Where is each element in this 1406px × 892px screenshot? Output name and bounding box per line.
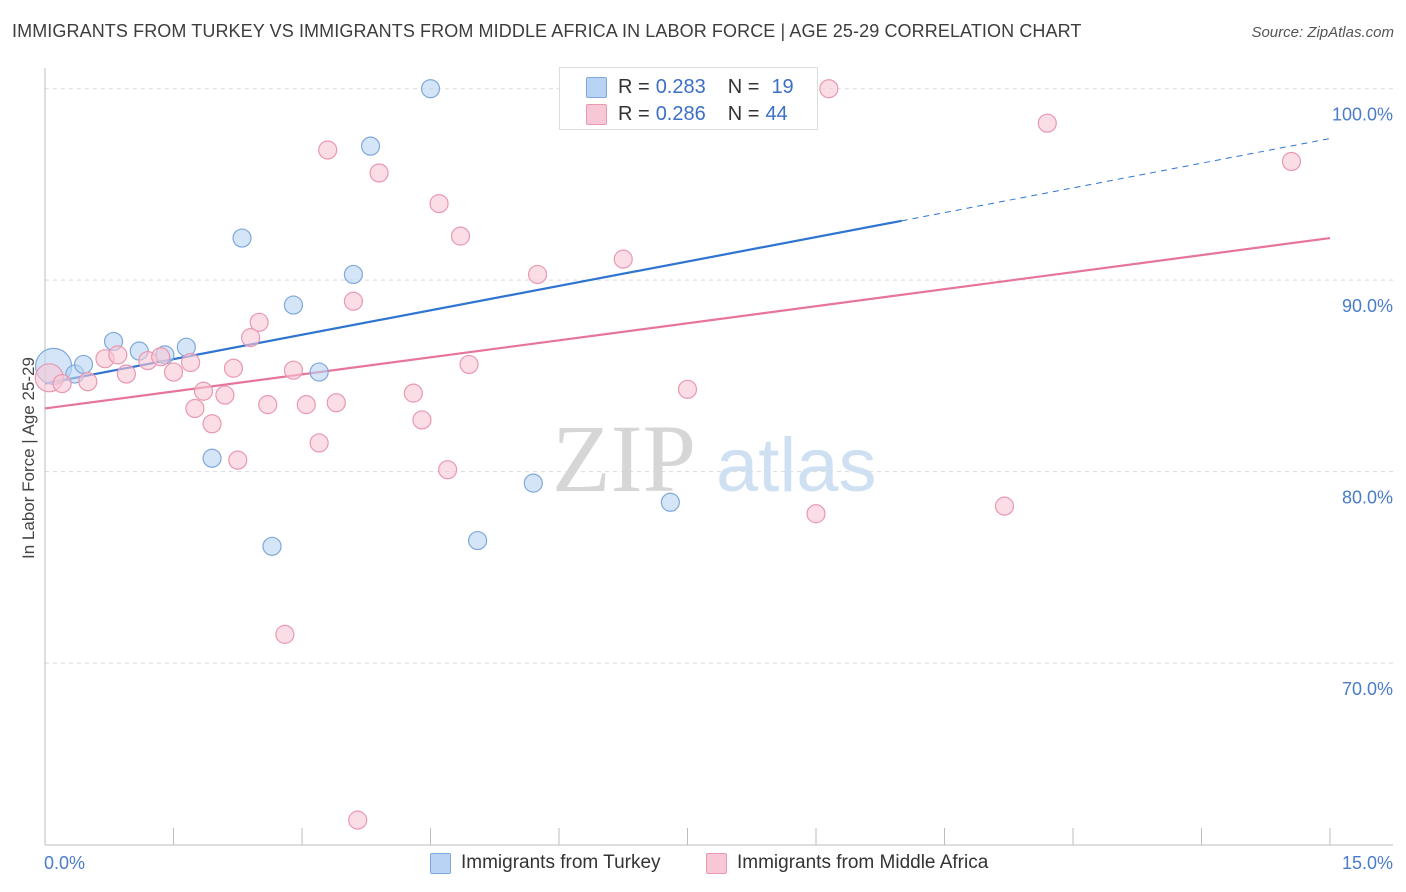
legend-r-value: 0.286: [655, 102, 706, 125]
point-middle-africa: [283, 360, 304, 380]
point-turkey: [232, 228, 252, 248]
legend-row-africa: R = 0.286 N = 44: [586, 101, 788, 127]
point-middle-africa: [429, 193, 449, 214]
bottom-legend-swatch-turkey: [430, 852, 451, 874]
x-tick-label-right: 15.0%: [1342, 853, 1393, 873]
y-tick-label: 80.0%: [1342, 488, 1393, 508]
legend-n-value: 19: [771, 75, 794, 98]
point-middle-africa: [193, 381, 214, 401]
point-turkey: [262, 536, 282, 556]
point-middle-africa: [78, 372, 98, 392]
watermark-atlas: atlas: [716, 423, 877, 508]
legend-n-label: N =: [727, 102, 760, 125]
point-middle-africa: [613, 249, 633, 269]
point-middle-africa: [163, 362, 184, 382]
legend-n-value: 44: [765, 102, 788, 125]
point-middle-africa: [438, 460, 458, 480]
bottom-legend-label-turkey: Immigrants from Turkey: [461, 852, 661, 873]
point-turkey: [202, 448, 222, 468]
axes-layer: 100.0% 90.0% 80.0% 70.0% 0.0% 15.0%: [44, 68, 1393, 873]
point-turkey: [523, 473, 543, 493]
point-middle-africa: [326, 393, 346, 413]
point-middle-africa: [108, 345, 128, 365]
point-middle-africa: [116, 364, 136, 384]
y-tick-label: 90.0%: [1342, 296, 1393, 316]
point-middle-africa: [403, 383, 423, 403]
point-middle-africa: [527, 264, 548, 285]
point-turkey: [73, 354, 94, 375]
point-turkey: [309, 362, 329, 382]
point-middle-africa: [215, 385, 235, 405]
chart-source: Source: ZipAtlas.com: [1251, 24, 1394, 41]
point-turkey: [360, 136, 381, 156]
point-middle-africa: [819, 79, 839, 99]
stats-legend: R = 0.283 N = 19 R = 0.286 N = 44: [559, 67, 818, 130]
x-tick-label-left: 0.0%: [44, 853, 85, 873]
point-middle-africa: [52, 373, 72, 394]
legend-r-label: R =: [618, 75, 650, 98]
chart-title: IMMIGRANTS FROM TURKEY VS IMMIGRANTS FRO…: [12, 21, 1082, 41]
watermark: ZIP atlas: [552, 405, 877, 512]
point-middle-africa: [296, 395, 316, 415]
point-turkey: [420, 79, 441, 99]
legend-r-label: R =: [618, 102, 650, 125]
point-middle-africa: [450, 226, 471, 246]
point-middle-africa: [202, 414, 222, 434]
legend-swatch-africa: [586, 103, 607, 125]
point-turkey: [343, 264, 363, 285]
bottom-legend-swatch-africa: [706, 852, 727, 874]
point-middle-africa: [459, 354, 479, 375]
point-middle-africa: [1281, 151, 1302, 172]
bottom-legend-label-africa: Immigrants from Middle Africa: [737, 852, 989, 873]
point-middle-africa: [309, 433, 329, 453]
point-middle-africa: [223, 358, 244, 378]
point-middle-africa: [677, 379, 698, 399]
point-middle-africa: [241, 328, 261, 348]
points-layer: [34, 79, 1302, 830]
point-middle-africa: [348, 810, 368, 830]
point-turkey: [283, 295, 304, 315]
point-middle-africa: [275, 624, 295, 644]
legend-r-value: 0.283: [655, 75, 706, 98]
point-middle-africa: [258, 395, 278, 415]
point-middle-africa: [343, 291, 363, 311]
point-middle-africa: [994, 496, 1015, 516]
point-middle-africa: [249, 312, 269, 332]
point-middle-africa: [806, 504, 826, 524]
trendline-middle-africa: [44, 236, 1331, 410]
trendline-turkey-extension: [901, 138, 1331, 222]
legend-swatch-turkey: [586, 76, 607, 98]
point-middle-africa: [151, 347, 171, 367]
point-middle-africa: [369, 163, 389, 183]
y-axis-label: In Labor Force | Age 25-29: [19, 357, 38, 559]
bottom-legend-africa: Immigrants from Middle Africa: [706, 852, 988, 874]
point-middle-africa: [181, 352, 201, 373]
point-middle-africa: [318, 140, 338, 160]
bottom-legend-turkey: Immigrants from Turkey: [430, 852, 661, 874]
point-middle-africa: [1037, 113, 1057, 133]
point-middle-africa: [228, 450, 248, 470]
legend-row-turkey: R = 0.283 N = 19: [586, 74, 794, 100]
y-tick-label: 70.0%: [1342, 679, 1393, 699]
y-tick-label: 100.0%: [1332, 105, 1393, 125]
point-middle-africa: [412, 410, 432, 430]
point-turkey: [468, 530, 488, 551]
point-turkey: [660, 492, 680, 512]
legend-n-label: N =: [727, 75, 760, 98]
grid-layer: [45, 88, 1393, 664]
point-middle-africa: [185, 398, 205, 419]
